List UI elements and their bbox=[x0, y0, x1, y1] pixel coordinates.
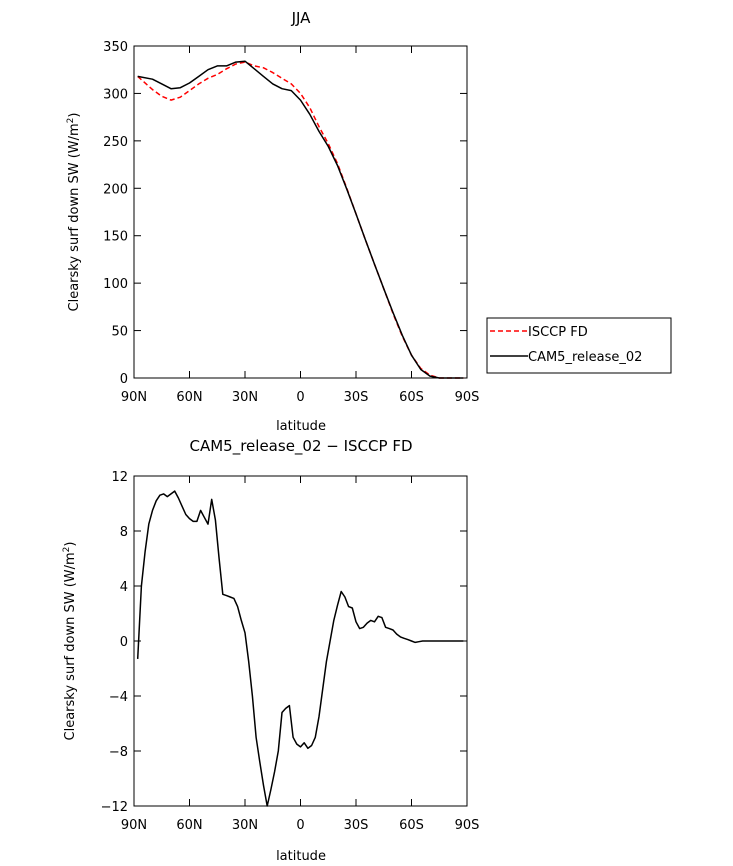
bottom-plot-frame bbox=[133, 475, 468, 807]
y-tick-label: 200 bbox=[103, 182, 128, 197]
x-tick-label: 60N bbox=[176, 390, 202, 405]
top-y-axis-label: Clearsky surf down SW (W/m2) bbox=[66, 113, 82, 312]
x-tick-label: 60S bbox=[399, 818, 424, 833]
y-tick-label: 50 bbox=[111, 325, 128, 340]
y-tick-label: −4 bbox=[109, 690, 128, 705]
x-tick-label: 90N bbox=[121, 390, 147, 405]
y-tick-label: −8 bbox=[109, 745, 128, 760]
legend-box bbox=[486, 317, 672, 374]
bottom-y-axis: −12 −8 −4 0 4 8 12 bbox=[101, 470, 467, 815]
top-x-axis-label: latitude bbox=[276, 419, 326, 434]
top-chart: JJA 0 50 100 150 200 250 300 350 90N 60N 30N 0 30S 6… bbox=[66, 9, 672, 434]
x-tick-label: 30S bbox=[344, 390, 369, 405]
y-tick-label: 300 bbox=[103, 87, 128, 102]
bottom-chart: CAM5_release_02 − ISCCP FD −12−8−404812 … bbox=[62, 437, 479, 864]
top-x-axis: 90N 60N 30N 0 30S 60S 90S bbox=[121, 46, 480, 405]
x-tick-label: 90N bbox=[121, 818, 147, 833]
y-tick-label: 250 bbox=[103, 135, 128, 150]
top-y-axis: 0 50 100 150 200 250 300 350 bbox=[103, 40, 467, 387]
bottom-x-axis-label: latitude bbox=[276, 849, 326, 864]
x-tick-label: 0 bbox=[296, 390, 304, 405]
y-tick-label: 100 bbox=[103, 277, 128, 292]
x-tick-label: 60S bbox=[399, 390, 424, 405]
series-line-cam5-release-02 bbox=[137, 60, 464, 379]
y-tick-label: −12 bbox=[101, 800, 128, 815]
x-tick-label: 90S bbox=[455, 390, 480, 405]
x-tick-label: 30N bbox=[232, 818, 258, 833]
legend-label-isccp: ISCCP FD bbox=[528, 325, 588, 340]
top-plot-frame bbox=[133, 45, 468, 379]
y-tick-label: 4 bbox=[120, 580, 128, 595]
y-tick-label: 8 bbox=[120, 525, 128, 540]
y-tick-label: 0 bbox=[120, 635, 128, 650]
bottom-series-lines bbox=[136, 490, 464, 807]
x-tick-label: 30S bbox=[344, 818, 369, 833]
bottom-x-axis: 90N 60N 30N 0 30S 60S 90S bbox=[121, 476, 480, 833]
y-tick-label: 0 bbox=[120, 372, 128, 387]
x-tick-label: 90S bbox=[455, 818, 480, 833]
bottom-y-axis-label: Clearsky surf down SW (W/m2) bbox=[62, 542, 78, 741]
bottom-chart-title: CAM5_release_02 − ISCCP FD bbox=[190, 437, 413, 456]
x-tick-label: 0 bbox=[296, 818, 304, 833]
series-line-isccp-fd bbox=[137, 61, 464, 379]
top-chart-title: JJA bbox=[291, 9, 312, 27]
legend: ISCCP FD CAM5_release_02 bbox=[486, 317, 672, 374]
y-tick-label: 150 bbox=[103, 230, 128, 245]
top-series-lines bbox=[137, 60, 464, 379]
x-tick-label: 30N bbox=[232, 390, 258, 405]
series-line-cam5-release-02-isccp-fd bbox=[136, 490, 464, 807]
y-tick-label: 12 bbox=[111, 470, 128, 485]
legend-label-cam5: CAM5_release_02 bbox=[528, 350, 642, 365]
y-tick-label: 350 bbox=[103, 40, 128, 55]
x-tick-label: 60N bbox=[176, 818, 202, 833]
